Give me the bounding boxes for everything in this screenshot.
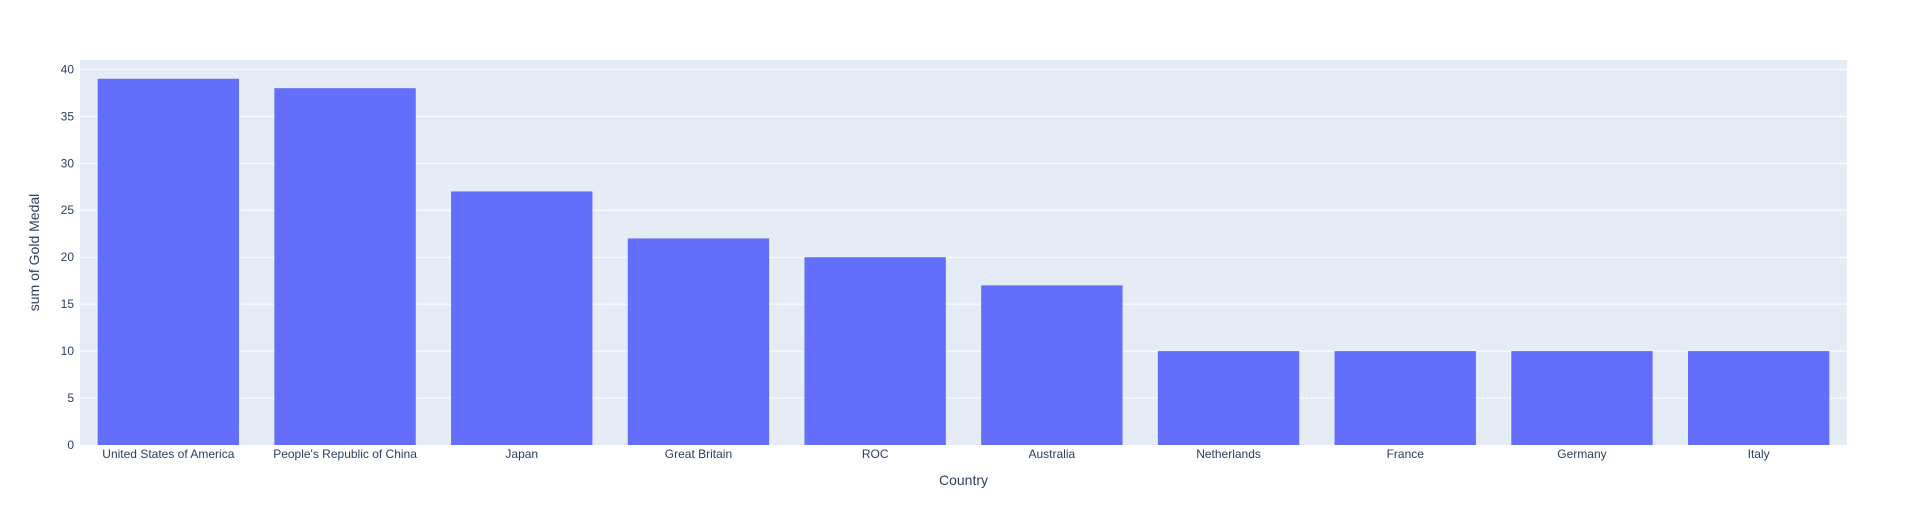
x-tick-label: Japan: [505, 447, 538, 461]
y-tick-label: 20: [61, 250, 75, 264]
y-tick-label: 35: [61, 109, 75, 123]
x-axis-title: Country: [939, 472, 988, 488]
x-tick-label: Netherlands: [1196, 447, 1261, 461]
bar[interactable]: [1334, 351, 1476, 445]
x-tick-label: People's Republic of China: [273, 447, 417, 461]
x-tick-label: France: [1387, 447, 1425, 461]
x-tick-label: ROC: [862, 447, 889, 461]
bar[interactable]: [981, 285, 1123, 445]
bar[interactable]: [274, 88, 416, 446]
x-tick-label: Germany: [1557, 447, 1606, 461]
y-tick-label: 30: [61, 156, 75, 170]
x-tick-label: Italy: [1748, 447, 1770, 461]
y-axis-ticks: 0 5 10 15 20 25 30 35 40: [61, 62, 75, 452]
bar[interactable]: [451, 191, 593, 445]
bar[interactable]: [1511, 351, 1653, 445]
x-axis-ticks: United States of America People's Republi…: [102, 447, 1769, 461]
bar[interactable]: [627, 238, 770, 445]
y-tick-label: 5: [67, 391, 74, 405]
bar[interactable]: [97, 78, 240, 445]
bar[interactable]: [1157, 351, 1300, 445]
x-tick-label: Great Britain: [665, 447, 732, 461]
bar[interactable]: [804, 257, 946, 445]
y-tick-label: 25: [61, 203, 75, 217]
x-tick-label: Australia: [1029, 447, 1076, 461]
bars: [97, 78, 1830, 446]
bar[interactable]: [1687, 351, 1830, 445]
x-tick-label: United States of America: [102, 447, 234, 461]
y-axis-title: sum of Gold Medal: [26, 194, 42, 312]
y-tick-label: 15: [61, 297, 75, 311]
y-tick-label: 40: [61, 62, 75, 76]
y-tick-label: 0: [67, 438, 74, 452]
y-tick-label: 10: [61, 344, 75, 358]
